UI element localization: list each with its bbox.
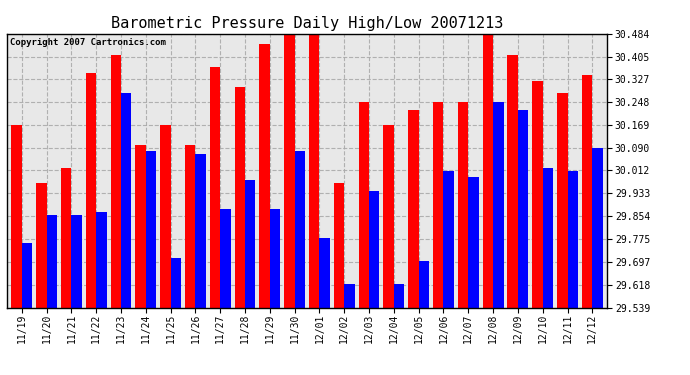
Text: Copyright 2007 Cartronics.com: Copyright 2007 Cartronics.com: [10, 38, 166, 47]
Bar: [483, 35, 493, 308]
Bar: [245, 180, 255, 308]
Bar: [160, 125, 170, 308]
Bar: [592, 148, 603, 308]
Bar: [259, 44, 270, 308]
Bar: [567, 171, 578, 308]
Bar: [61, 168, 71, 308]
Bar: [458, 102, 469, 308]
Bar: [408, 110, 419, 308]
Bar: [295, 151, 305, 308]
Bar: [235, 87, 245, 308]
Bar: [135, 145, 146, 308]
Bar: [270, 209, 280, 308]
Bar: [11, 125, 22, 308]
Bar: [394, 284, 404, 308]
Bar: [22, 243, 32, 308]
Title: Barometric Pressure Daily High/Low 20071213: Barometric Pressure Daily High/Low 20071…: [111, 16, 503, 31]
Bar: [493, 102, 504, 308]
Bar: [369, 191, 380, 308]
Bar: [185, 145, 195, 308]
Bar: [532, 81, 543, 308]
Bar: [220, 209, 230, 308]
Bar: [170, 258, 181, 308]
Bar: [195, 154, 206, 308]
Bar: [557, 93, 567, 308]
Bar: [110, 55, 121, 308]
Bar: [334, 183, 344, 308]
Bar: [384, 125, 394, 308]
Bar: [582, 75, 592, 308]
Bar: [309, 35, 319, 308]
Bar: [518, 110, 529, 308]
Bar: [146, 151, 156, 308]
Bar: [359, 102, 369, 308]
Bar: [344, 284, 355, 308]
Bar: [469, 177, 479, 308]
Bar: [444, 171, 454, 308]
Bar: [121, 93, 131, 308]
Bar: [47, 214, 57, 308]
Bar: [543, 168, 553, 308]
Bar: [433, 102, 444, 308]
Bar: [210, 67, 220, 308]
Bar: [419, 261, 429, 308]
Bar: [71, 214, 82, 308]
Bar: [36, 183, 47, 308]
Bar: [507, 55, 518, 308]
Bar: [86, 73, 96, 308]
Bar: [284, 35, 295, 308]
Bar: [96, 211, 107, 308]
Bar: [319, 238, 330, 308]
